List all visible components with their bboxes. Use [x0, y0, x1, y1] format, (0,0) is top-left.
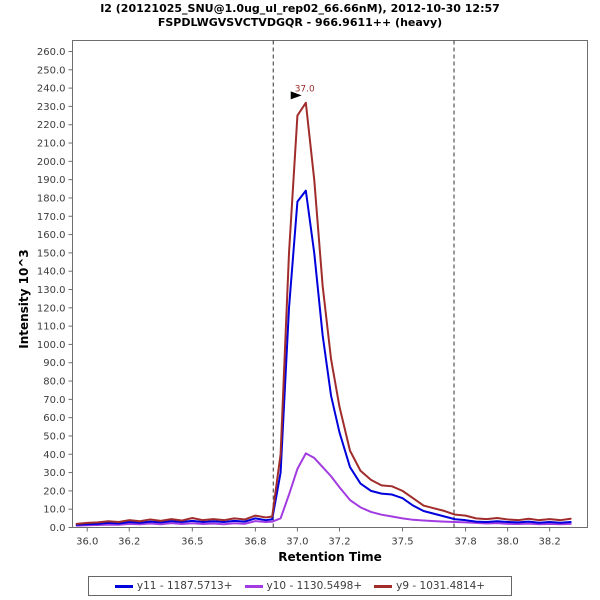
series-trace-y9[interactable] — [75, 101, 572, 525]
y-tick-label: 220.0 — [37, 120, 66, 131]
y-axis-ticks: 0.0 10.0 20.0 30.0 40.0 50.0 60.0 70.0 80.0 90.0 1… — [37, 47, 73, 534]
legend-item-y9[interactable]: y9 - 1031.4814+ — [374, 580, 485, 592]
x-axis-ticks: 36.0 36.2 36.5 36.8 37.0 37.2 37.5 37.8 38.0 38.2 — [76, 527, 561, 548]
series-trace-y11[interactable] — [75, 189, 572, 526]
chart-title-line-2: FSPDLWGVSVCTVDGQR - 966.9611++ (heavy) — [157, 16, 443, 29]
y-tick-label: 160.0 — [37, 230, 66, 241]
y-tick-label: 110.0 — [37, 322, 66, 333]
chart-title: I2 (20121025_SNU@1.0ug_ul_rep02_66.66nM)… — [0, 2, 600, 30]
legend-swatch-y10 — [244, 584, 263, 588]
y-tick-label: 250.0 — [37, 65, 66, 76]
peak-apex-label: 37.0 — [295, 84, 315, 94]
legend-label-y11: y11 - 1187.5713+ — [136, 580, 233, 592]
peak-marker-triangle — [290, 91, 302, 100]
series-trace-y10[interactable] — [75, 452, 572, 527]
legend-swatch-y11 — [114, 584, 133, 588]
chart-title-line-1: I2 (20121025_SNU@1.0ug_ul_rep02_66.66nM)… — [100, 2, 500, 15]
y-tick-label: 50.0 — [43, 431, 65, 442]
y-tick-label: 90.0 — [43, 358, 65, 369]
y-tick-label: 230.0 — [37, 102, 66, 113]
y-tick-label: 40.0 — [43, 450, 65, 461]
peak-annotations: 37.0 — [290, 84, 315, 100]
y-tick-label: 30.0 — [43, 468, 65, 479]
x-tick-label: 38.0 — [496, 537, 518, 548]
x-tick-label: 36.2 — [118, 537, 140, 548]
y-tick-label: 180.0 — [37, 193, 66, 204]
legend[interactable]: y11 - 1187.5713+ y10 - 1130.5498+ y9 - 1… — [88, 576, 512, 596]
x-tick-label: 36.5 — [181, 537, 203, 548]
x-tick-label: 37.0 — [286, 537, 308, 548]
y-tick-label: 150.0 — [37, 248, 66, 259]
y-tick-label: 200.0 — [37, 157, 66, 168]
legend-label-y9: y9 - 1031.4814+ — [396, 580, 486, 592]
x-tick-label: 38.2 — [539, 537, 561, 548]
y-tick-label: 100.0 — [37, 340, 66, 351]
series-traces[interactable] — [75, 101, 572, 527]
x-tick-label: 37.2 — [328, 537, 350, 548]
x-axis-label: Retention Time — [278, 550, 382, 564]
y-tick-label: 20.0 — [43, 486, 65, 497]
x-tick-label: 36.0 — [76, 537, 98, 548]
y-tick-label: 130.0 — [37, 285, 66, 296]
y-tick-label: 140.0 — [37, 267, 66, 278]
plot-frame — [72, 40, 588, 528]
y-tick-label: 80.0 — [43, 377, 65, 388]
y-tick-label: 70.0 — [43, 395, 65, 406]
legend-item-y10[interactable]: y10 - 1130.5498+ — [244, 580, 363, 592]
y-tick-label: 260.0 — [37, 47, 66, 58]
legend-swatch-y9 — [374, 584, 393, 588]
y-tick-label: 170.0 — [37, 212, 66, 223]
y-tick-label: 60.0 — [43, 413, 65, 424]
x-tick-label: 37.5 — [391, 537, 413, 548]
y-tick-label: 0.0 — [50, 523, 66, 534]
y-tick-label: 190.0 — [37, 175, 66, 186]
legend-item-y11[interactable]: y11 - 1187.5713+ — [114, 580, 233, 592]
legend-label-y10: y10 - 1130.5498+ — [266, 580, 363, 592]
y-tick-label: 240.0 — [37, 84, 66, 95]
x-tick-label: 36.8 — [244, 537, 266, 548]
y-tick-label: 10.0 — [43, 505, 65, 516]
x-tick-label: 37.8 — [454, 537, 476, 548]
y-tick-label: 210.0 — [37, 139, 66, 150]
y-tick-label: 120.0 — [37, 303, 66, 314]
